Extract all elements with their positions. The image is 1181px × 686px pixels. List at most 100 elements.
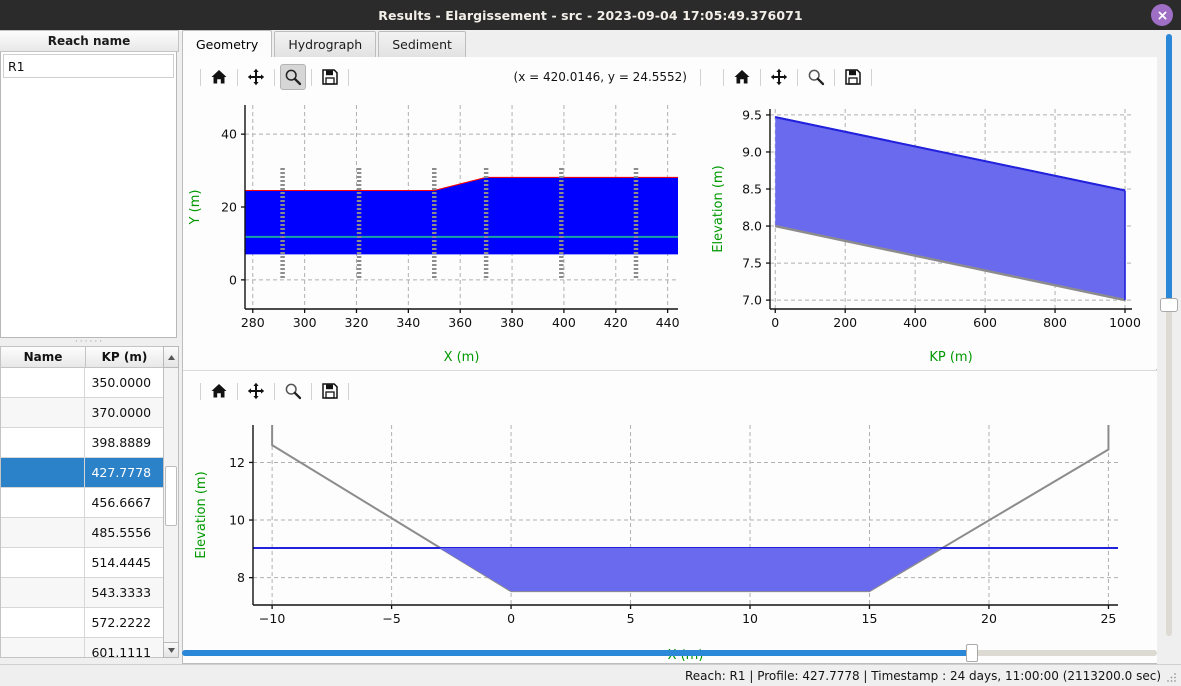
y-axis-label: Elevation (m): [711, 165, 726, 252]
splitter-grip: ······: [74, 337, 105, 347]
x-tick-label: −10: [259, 611, 285, 626]
panel-splitter[interactable]: ······: [0, 337, 179, 347]
zoom-icon[interactable]: [280, 378, 306, 404]
save-icon[interactable]: [317, 378, 343, 404]
move-icon[interactable]: [243, 378, 269, 404]
x-tick-label: 15: [862, 611, 878, 626]
tab-hydrograph[interactable]: Hydrograph: [274, 31, 377, 57]
cell-name: [1, 398, 86, 428]
y-tick-label: 7.5: [742, 256, 762, 271]
toolbar-separator: [311, 68, 312, 86]
resize-grip-icon[interactable]: [1166, 671, 1178, 683]
cross-section-chart[interactable]: −10−5051015202581012X (m)Elevation (m): [183, 411, 1158, 663]
x-tick-label: 10: [742, 611, 758, 626]
plan-view-toolbar: (x = 420.0146, y = 24.5552): [183, 57, 706, 97]
save-icon[interactable]: [317, 64, 343, 90]
home-icon[interactable]: [729, 64, 755, 90]
x-tick-label: −5: [382, 611, 400, 626]
kp-table-body[interactable]: 350.0000 370.0000 398.8889 427.7778 456.6667…: [0, 368, 163, 658]
toolbar-separator: [237, 68, 238, 86]
x-tick-label: 200: [833, 315, 857, 330]
scrollbar-track[interactable]: [1160, 34, 1178, 636]
cell-kp: 543.3333: [85, 578, 163, 608]
tab-label: Hydrograph: [288, 37, 363, 52]
cell-name: [1, 428, 86, 458]
home-icon[interactable]: [206, 64, 232, 90]
slider-fill: [182, 650, 972, 656]
cell-name: [1, 488, 86, 518]
save-icon[interactable]: [840, 64, 866, 90]
x-tick-label: 280: [241, 315, 265, 330]
y-tick-label: 8.0: [742, 219, 762, 234]
tab-sediment[interactable]: Sediment: [378, 31, 466, 57]
x-tick-label: 400: [552, 315, 576, 330]
zoom-icon[interactable]: [280, 64, 306, 90]
series-bed-profile: [271, 425, 1110, 593]
tab-bar: Geometry Hydrograph Sediment: [182, 30, 1157, 58]
long-profile-chart[interactable]: 0 200 400 600 800 1000 7.0 7.5 8.0 8.5 9.0 9.5 KP (m…: [706, 97, 1158, 365]
toolbar-separator: [700, 68, 701, 86]
reach-list[interactable]: R1: [0, 52, 177, 338]
status-bar: Reach: R1 | Profile: 427.7778 | Timestam…: [0, 664, 1181, 686]
cell-kp: 350.0000: [85, 368, 163, 398]
zoom-icon[interactable]: [803, 64, 829, 90]
column-header-kp[interactable]: KP (m): [85, 346, 163, 368]
toolbar-separator: [274, 68, 275, 86]
cell-kp: 370.0000: [85, 398, 163, 428]
cell-kp: 601.1111: [85, 638, 163, 657]
x-tick-label: 320: [345, 315, 369, 330]
y-tick-label: 9.5: [742, 107, 762, 122]
move-icon[interactable]: [243, 64, 269, 90]
kp-scrollbar-thumb[interactable]: [165, 466, 177, 526]
toolbar-separator: [348, 382, 349, 400]
cross-section-panel: −10−5051015202581012X (m)Elevation (m): [183, 370, 1158, 663]
x-tick-label: 380: [500, 315, 524, 330]
tab-label: Geometry: [196, 36, 259, 52]
slider-thumb[interactable]: [965, 644, 978, 662]
scrollbar-fill: [1166, 34, 1172, 305]
close-icon[interactable]: [1151, 4, 1173, 26]
x-tick-label: 800: [1043, 315, 1067, 330]
table-row[interactable]: 601.1111: [1, 638, 163, 657]
list-item[interactable]: R1: [3, 54, 174, 78]
cell-kp: 485.5556: [85, 518, 163, 548]
table-row[interactable]: 427.7778: [1, 458, 163, 488]
x-axis-label: KP (m): [929, 350, 972, 365]
cell-name: [1, 578, 86, 608]
move-icon[interactable]: [766, 64, 792, 90]
table-row[interactable]: 398.8889: [1, 428, 163, 458]
table-row[interactable]: 370.0000: [1, 398, 163, 428]
toolbar-separator: [834, 68, 835, 86]
cell-kp: 572.2222: [85, 608, 163, 638]
timestep-slider[interactable]: [182, 642, 1157, 664]
table-row[interactable]: 456.6667: [1, 488, 163, 518]
main-vertical-scrollbar[interactable]: [1157, 30, 1181, 664]
toolbar-separator: [274, 382, 275, 400]
plan-view-panel: (x = 420.0146, y = 24.5552) 280 300 320 340…: [183, 57, 706, 369]
y-tick-label: 10: [229, 513, 245, 528]
table-row[interactable]: 350.0000: [1, 368, 163, 398]
plan-view-chart[interactable]: 280 300 320 340 360 380 400 420 440 0 20 40 X (m) Y (…: [183, 97, 706, 365]
slider-track[interactable]: [182, 644, 1157, 662]
tab-geometry[interactable]: Geometry: [182, 30, 273, 57]
table-row[interactable]: 514.4445: [1, 548, 163, 578]
status-text: Reach: R1 | Profile: 427.7778 | Timestam…: [684, 668, 1161, 683]
y-tick-label: 8: [237, 570, 245, 585]
table-row[interactable]: 485.5556: [1, 518, 163, 548]
cell-kp: 398.8889: [85, 428, 163, 458]
series-water-body-fill: [775, 117, 1126, 301]
toolbar-separator: [723, 68, 724, 86]
scrollbar-thumb[interactable]: [1160, 297, 1178, 312]
scroll-up-button[interactable]: [163, 346, 179, 368]
toolbar-separator: [760, 68, 761, 86]
scroll-down-button[interactable]: [163, 642, 179, 658]
column-header-name[interactable]: Name: [0, 346, 85, 368]
table-row[interactable]: 572.2222: [1, 608, 163, 638]
cell-name: [1, 548, 86, 578]
kp-table-header: Name KP (m): [0, 346, 179, 368]
cell-kp: 427.7778: [85, 458, 163, 488]
home-icon[interactable]: [206, 378, 232, 404]
kp-table-scrollbar[interactable]: [163, 368, 179, 658]
table-row[interactable]: 543.3333: [1, 578, 163, 608]
